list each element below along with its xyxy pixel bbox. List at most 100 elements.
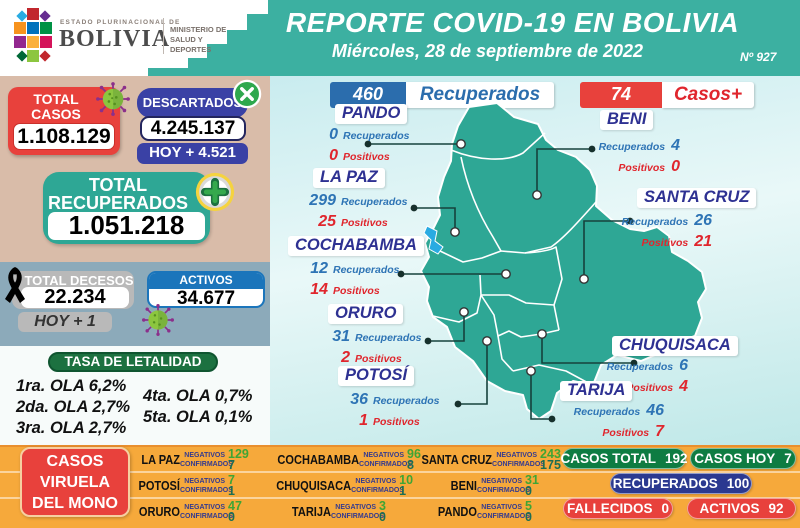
department-name-beni: BENI xyxy=(600,110,654,130)
mp-potosi-labels: NEGATIVOS CONFIRMADOS xyxy=(180,477,233,494)
mp-oruro-name: ORURO xyxy=(138,504,180,519)
virus-icon xyxy=(96,82,130,116)
monkeypox-row-divider xyxy=(0,471,800,473)
mp-pando-labels: NEGATIVOS CONFIRMADOS xyxy=(477,503,530,520)
mp-cochabamba-values: 96 8 xyxy=(407,446,421,472)
potosi-positive-label: Positivos xyxy=(373,416,420,428)
oruro-recovered-value: 31 xyxy=(332,328,350,345)
lethality-rate-badge: TASA DE LETALIDAD xyxy=(48,352,218,372)
total-recovered-badge: TOTAL RECUPERADOS 1.051.218 xyxy=(43,172,210,244)
beni-recovered-label: Recuperados xyxy=(598,141,666,153)
mp-beni-values: 31 0 xyxy=(525,472,539,498)
cochabamba-positive-value: 14 xyxy=(310,281,328,298)
mp-santa-cruz-name: SANTA CRUZ xyxy=(421,452,493,467)
total-deaths-badge: TOTAL DECESOS 22.234 xyxy=(12,271,134,309)
santa-cruz-positive-label: Positivos xyxy=(641,237,689,249)
mp-potosi-name: POTOSÍ xyxy=(138,478,180,493)
logo-divider xyxy=(163,18,164,54)
deaths-today: HOY + 1 xyxy=(18,312,112,332)
plus-circle-icon xyxy=(195,172,235,212)
total-deaths-label: TOTAL DECESOS xyxy=(24,273,134,288)
tarija-recovered-value: 46 xyxy=(646,402,664,419)
bolivia-wordmark: BOLIVIA xyxy=(59,26,171,52)
department-name-oruro: ORURO xyxy=(328,304,404,324)
department-name-la-paz: LA PAZ xyxy=(313,168,385,188)
daily-cases-label: Casos+ xyxy=(662,82,754,108)
la-paz-positive-value: 25 xyxy=(318,213,336,230)
beni-positive-value: 0 xyxy=(671,158,680,175)
daily-cases-value: 74 xyxy=(580,82,662,108)
la-paz-recovered-label: Recuperados xyxy=(341,196,408,208)
mp-la-paz-labels: NEGATIVOS CONFIRMADOS xyxy=(180,451,233,468)
department-name-santa-cruz: SANTA CRUZ xyxy=(637,188,757,208)
mp-chuquisaca-name: CHUQUISACA xyxy=(276,478,352,493)
mp-oruro-labels: NEGATIVOS CONFIRMADOS xyxy=(180,503,233,520)
monkeypox-row-divider xyxy=(0,497,800,499)
department-stats-pando: 0 Recuperados 0 Positivos xyxy=(300,126,430,168)
department-stats-cochabamba: 12 Recuperados 14 Positivos xyxy=(290,260,425,302)
department-name-tarija: TARIJA xyxy=(560,381,633,401)
chuquisaca-positive-label: Positivos xyxy=(626,382,674,394)
total-cases-label: TOTAL CASOS xyxy=(31,91,81,122)
monkeypox-cell-santa-cruz: SANTA CRUZ NEGATIVOS CONFIRMADOS 243 175 xyxy=(409,447,560,472)
department-name-potosi: POTOSÍ xyxy=(338,366,415,386)
santa-cruz-positive-value: 21 xyxy=(694,233,712,250)
discarded-label: DESCARTADOS xyxy=(142,95,243,110)
department-name-cochabamba: COCHABAMBA xyxy=(288,236,424,256)
chuquisaca-recovered-value: 6 xyxy=(679,357,688,374)
tarija-recovered-label: Recuperados xyxy=(573,406,641,418)
monkeypox-total-cases-badge: CASOS TOTAL 192 xyxy=(560,448,688,469)
total-cases-value: 1.108.129 xyxy=(13,123,115,150)
monkeypox-cell-oruro: ORURO NEGATIVOS CONFIRMADOS 47 0 xyxy=(112,499,262,524)
chuquisaca-recovered-label: Recuperados xyxy=(606,361,674,373)
mp-santa-cruz-labels: NEGATIVOS CONFIRMADOS xyxy=(492,451,545,468)
beni-recovered-value: 4 xyxy=(671,137,680,154)
mp-today-label: CASOS HOY xyxy=(694,451,776,466)
monkeypox-title-line1: CASOS xyxy=(46,453,104,470)
mp-la-paz-name: LA PAZ xyxy=(141,452,180,467)
monkeypox-cell-la-paz: LA PAZ NEGATIVOS CONFIRMADOS 129 7 xyxy=(112,447,262,472)
virus-icon xyxy=(142,304,174,336)
department-stats-potosi: 36 Recuperados 1 Positivos xyxy=(330,391,465,433)
ministry-text: MINISTERIO DE SALUD Y DEPORTES xyxy=(170,25,227,54)
monkeypox-title-line2: VIRUELA xyxy=(39,474,111,491)
mp-deaths-label: FALLECIDOS xyxy=(566,501,653,516)
pando-recovered-label: Recuperados xyxy=(343,130,410,142)
monkeypox-cell-chuquisaca: CHUQUISACA NEGATIVOS CONFIRMADOS 10 1 xyxy=(263,473,413,498)
oruro-positive-label: Positivos xyxy=(355,353,402,365)
santa-cruz-recovered-value: 26 xyxy=(694,212,712,229)
mp-chuquisaca-labels: NEGATIVOS CONFIRMADOS xyxy=(351,477,405,494)
daily-recovered-value: 460 xyxy=(330,82,406,108)
cochabamba-positive-label: Positivos xyxy=(333,285,380,297)
total-recovered-label: TOTAL RECUPERADOS xyxy=(47,175,189,213)
department-stats-chuquisaca: Recuperados 6 Positivos 4 xyxy=(562,357,688,399)
daily-recovered-label: Recuperados xyxy=(406,82,554,108)
mp-deaths-value: 0 xyxy=(661,501,670,516)
department-stats-beni: Recuperados 4 Positivos 0 xyxy=(578,137,680,179)
mp-tarija-labels: NEGATIVOS CONFIRMADOS xyxy=(331,503,384,520)
mp-recovered-label: RECUPERADOS xyxy=(612,476,718,491)
mp-oruro-values: 47 0 xyxy=(228,498,242,524)
active-cases-badge: ACTIVOS 34.677 xyxy=(147,271,265,308)
monkeypox-title-badge: CASOS VIRUELA DEL MONO xyxy=(20,447,130,517)
chuquisaca-positive-value: 4 xyxy=(679,378,688,395)
mp-beni-labels: NEGATIVOS CONFIRMADOS xyxy=(477,477,530,494)
tarija-positive-value: 7 xyxy=(655,423,664,440)
la-paz-recovered-value: 299 xyxy=(309,192,336,209)
lethality-waves-right: 4ta. OLA 0,7% 5ta. OLA 0,1% xyxy=(143,387,253,426)
report-number: Nº 927 xyxy=(740,50,777,64)
la-paz-positive-label: Positivos xyxy=(341,217,388,229)
mp-la-paz-values: 129 7 xyxy=(228,446,249,472)
report-date: Miércoles, 28 de septiembre de 2022 xyxy=(331,41,644,61)
mp-cochabamba-name: COCHABAMBA xyxy=(277,452,360,467)
cochabamba-recovered-label: Recuperados xyxy=(333,264,400,276)
monkeypox-cases-today-badge: CASOS HOY 7 xyxy=(690,448,796,469)
department-stats-oruro: 31 Recuperados 2 Positivos xyxy=(312,328,442,370)
monkeypox-title-line3: DEL MONO xyxy=(32,495,118,512)
pando-positive-label: Positivos xyxy=(343,151,390,163)
mp-active-value: 92 xyxy=(768,501,784,516)
